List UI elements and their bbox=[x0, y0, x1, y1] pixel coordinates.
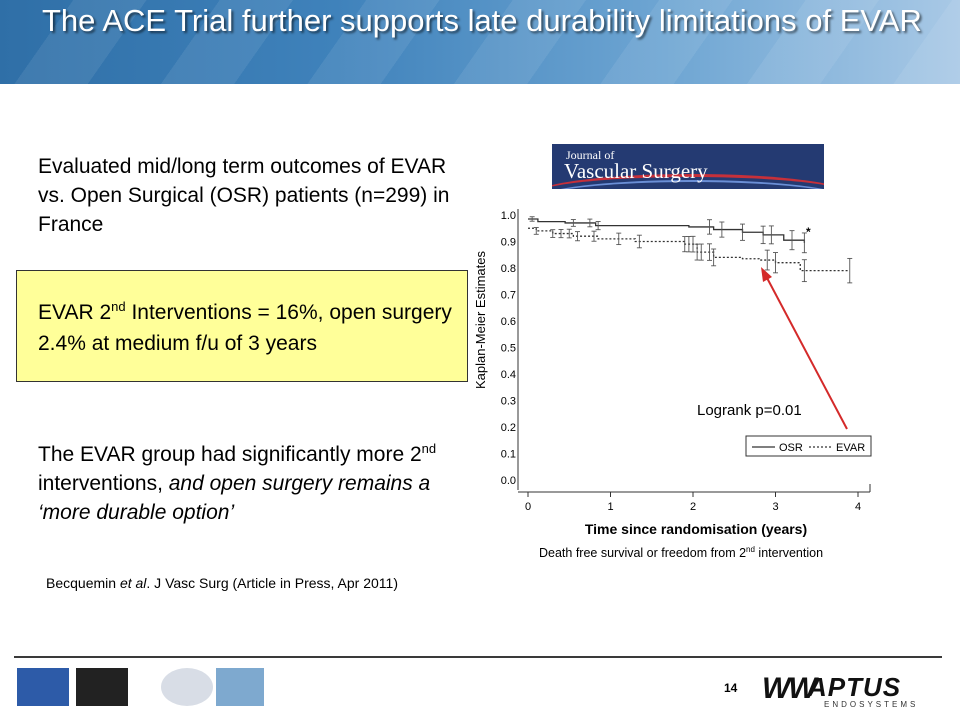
y-tick-label: 0.4 bbox=[501, 369, 516, 381]
x-tick-label: 0 bbox=[525, 501, 531, 513]
kaplan-meier-chart: 0.0 0.1 0.2 0.3 0.4 0.5 0.6 0.7 0.8 0.9 1.0 0 1 2 3 4 K… bbox=[473, 209, 872, 537]
arrow-head bbox=[761, 267, 772, 282]
significance-star: * bbox=[806, 225, 811, 239]
title-banner: The ACE Trial further supports late dura… bbox=[0, 0, 960, 84]
banner-texture bbox=[0, 0, 960, 84]
x-tick-label: 2 bbox=[690, 501, 696, 513]
conclusion-text: The EVAR group had significantly more 2n… bbox=[38, 441, 437, 524]
aptus-logo-sub: ENDOSYSTEMS bbox=[824, 700, 919, 709]
reference-citation: Becquemin et al. J Vasc Surg (Article in… bbox=[46, 575, 398, 591]
x-axis-label: Time since randomisation (years) bbox=[585, 521, 807, 537]
journal-swoosh-red bbox=[552, 174, 824, 189]
y-tick-label: 0.1 bbox=[501, 449, 516, 461]
y-tick-label: 0.6 bbox=[501, 316, 516, 328]
aptus-logo-mark: WW bbox=[762, 672, 817, 705]
y-tick-label: 0.3 bbox=[501, 396, 516, 408]
y-tick-label: 1.0 bbox=[501, 210, 516, 222]
highlight-text: EVAR 2nd Interventions = 16%, open surge… bbox=[38, 299, 452, 355]
arrow-shaft bbox=[765, 275, 848, 430]
journal-logo-line1: Journal of bbox=[566, 148, 615, 162]
footer-image-anatomy bbox=[216, 668, 264, 706]
x-tick-label: 1 bbox=[607, 501, 613, 513]
aptus-logo-name: APTUS bbox=[808, 672, 902, 702]
series-line-osr bbox=[528, 218, 806, 243]
chart-legend: OSR EVAR bbox=[745, 435, 872, 457]
aptus-logo: WW APTUS ENDOSYSTEMS bbox=[762, 670, 942, 710]
logrank-annotation: Logrank p=0.01 bbox=[697, 402, 802, 419]
footer-image-waveform bbox=[17, 668, 69, 706]
series-line-evar bbox=[528, 227, 850, 272]
y-axis-label: Kaplan-Meier Estimates bbox=[473, 251, 488, 389]
legend-label-evar: EVAR bbox=[836, 442, 865, 454]
y-tick-label: 0.8 bbox=[501, 263, 516, 275]
page-number: 14 bbox=[724, 681, 738, 695]
study-summary-text: Evaluated mid/long term outcomes of EVAR… bbox=[38, 155, 450, 236]
journal-logo: Journal of Vascular Surgery bbox=[552, 144, 824, 189]
x-tick-label: 4 bbox=[855, 501, 861, 513]
journal-logo-line2: Vascular Surgery bbox=[564, 159, 708, 183]
y-tick-label: 0.7 bbox=[501, 290, 516, 302]
legend-label-osr: OSR bbox=[779, 442, 803, 454]
journal-swoosh-blue bbox=[552, 180, 824, 189]
footer-divider bbox=[14, 656, 942, 658]
chart-series bbox=[528, 216, 853, 284]
y-tick-label: 0.2 bbox=[501, 422, 516, 434]
footer-image-seal bbox=[161, 668, 213, 706]
legend-box bbox=[745, 435, 872, 457]
footer-image-device bbox=[76, 668, 128, 706]
chart-axes: 0.0 0.1 0.2 0.3 0.4 0.5 0.6 0.7 0.8 0.9 1.0 0 1 2 3 4 bbox=[501, 209, 871, 513]
slide-title: The ACE Trial further supports late dura… bbox=[42, 3, 922, 38]
highlight-box: EVAR 2nd Interventions = 16%, open surge… bbox=[16, 270, 468, 382]
x-tick-label: 3 bbox=[772, 501, 778, 513]
red-arrow bbox=[761, 267, 848, 430]
y-tick-label: 0.9 bbox=[501, 237, 516, 249]
y-tick-label: 0.5 bbox=[501, 343, 516, 355]
chart-caption: Death free survival or freedom from 2nd … bbox=[539, 544, 824, 560]
y-tick-label: 0.0 bbox=[501, 475, 516, 487]
